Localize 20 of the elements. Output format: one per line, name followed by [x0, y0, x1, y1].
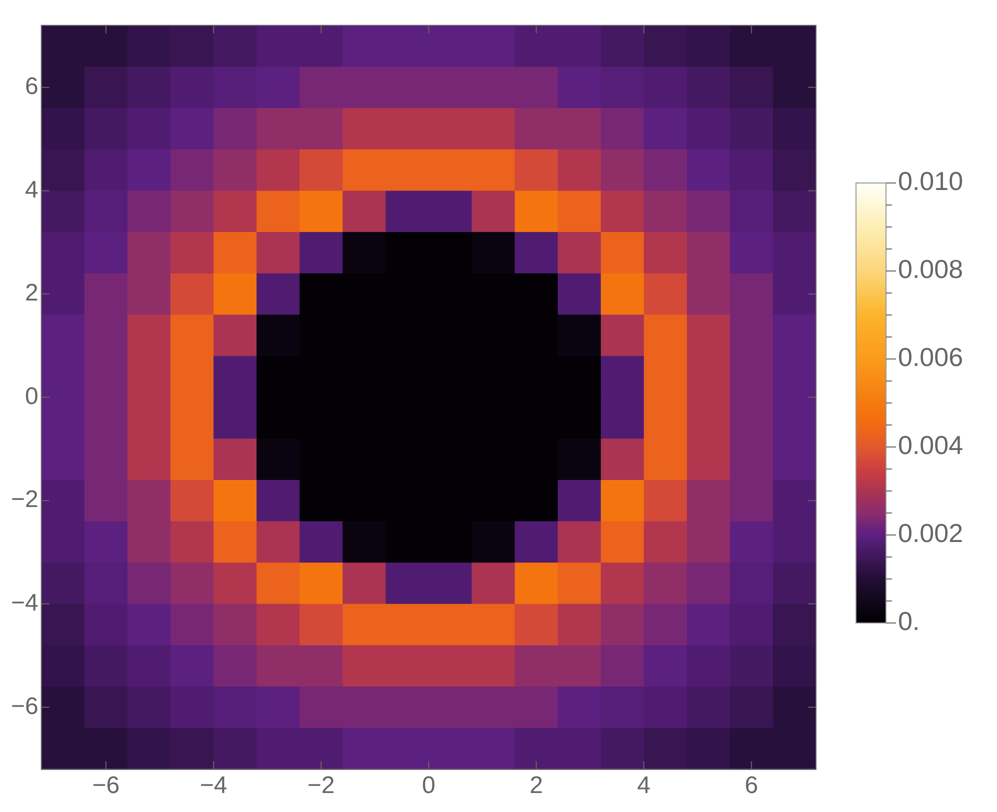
color-bar-label: 0.	[898, 606, 920, 636]
y-tick-label: 4	[25, 176, 38, 204]
x-tick-label: 0	[422, 772, 436, 800]
y-tick-label: −2	[10, 486, 38, 514]
y-tick-label: −6	[10, 692, 38, 720]
y-tick-label: 6	[25, 73, 38, 100]
x-tick-label: 6	[744, 772, 758, 800]
x-tick-label: −6	[92, 772, 120, 800]
color-bar-label: 0.006	[898, 342, 964, 372]
color-bar-label: 0.004	[898, 430, 964, 460]
x-tick-label: 2	[530, 772, 543, 800]
x-tick-label: −4	[200, 772, 228, 800]
color-bar-label: 0.010	[898, 166, 964, 196]
y-tick-label: 2	[25, 280, 38, 307]
color-bar-label: 0.002	[898, 518, 964, 548]
color-bar-label: 0.008	[898, 254, 964, 284]
x-tick-label: −2	[307, 772, 335, 800]
y-tick-label: 0	[25, 382, 38, 410]
x-tick-label: 4	[637, 772, 651, 800]
y-tick-label: −4	[10, 590, 38, 617]
